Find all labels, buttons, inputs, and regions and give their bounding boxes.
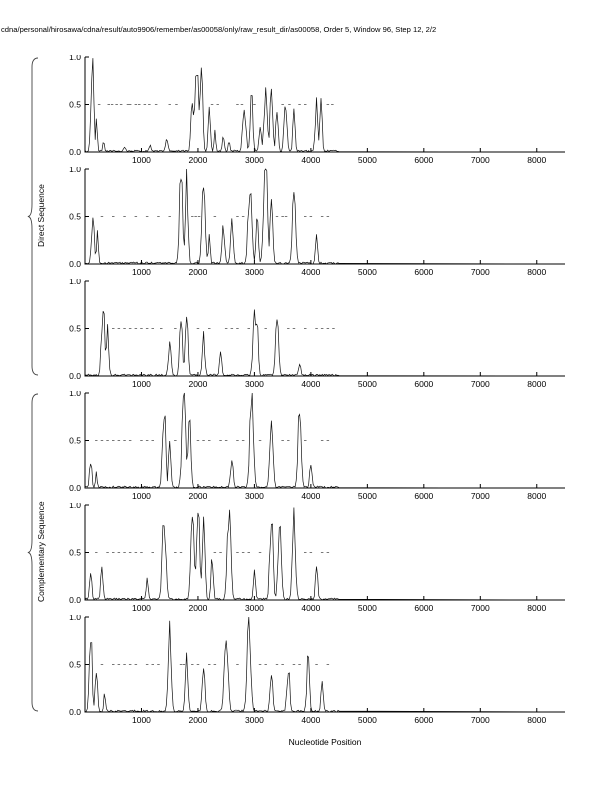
x-tick-label: 4000 xyxy=(301,603,320,613)
y-tick-label: 0.0 xyxy=(69,595,81,605)
x-tick-label: 3000 xyxy=(245,491,264,501)
x-tick-label: 6000 xyxy=(414,491,433,501)
x-tick-label: 8000 xyxy=(527,491,546,501)
y-tick-label: 1.0 xyxy=(69,167,81,174)
probability-trace xyxy=(84,616,566,713)
y-tick-label: 0.5 xyxy=(69,660,81,670)
x-tick-label: 6000 xyxy=(414,155,433,165)
x-tick-label: 2000 xyxy=(188,715,207,725)
x-tick-label: 3000 xyxy=(245,715,264,725)
y-tick-label: 0.5 xyxy=(69,212,81,222)
x-tick-label: 2000 xyxy=(188,379,207,389)
x-tick-label: 3000 xyxy=(245,155,264,165)
x-tick-label: 5000 xyxy=(358,603,377,613)
x-tick-label: 3000 xyxy=(245,267,264,277)
x-tick-label: 5000 xyxy=(358,491,377,501)
axes xyxy=(84,393,565,489)
y-tick-label: 1.0 xyxy=(69,55,81,62)
y-tick-label: 1.0 xyxy=(69,391,81,398)
x-tick-label: 4000 xyxy=(301,267,320,277)
x-tick-label: 1000 xyxy=(132,491,151,501)
x-tick-label: 8000 xyxy=(527,155,546,165)
figure-title: cdna/personal/hirosawa/cdna/result/auto9… xyxy=(1,25,437,34)
panel-direct-3: 0.0 0.5 1.0 1000 2000 3000 4000 5000 6000 7000 800… xyxy=(69,279,566,389)
x-tick-label: 8000 xyxy=(527,267,546,277)
x-tick-label: 7000 xyxy=(471,155,490,165)
x-tick-label: 5000 xyxy=(358,715,377,725)
x-tick-label: 1000 xyxy=(132,603,151,613)
y-tick-label: 0.0 xyxy=(69,147,81,157)
x-tick-label: 2000 xyxy=(188,267,207,277)
panel-direct-2: 0.0 0.5 1.0 1000 2000 3000 4000 5000 6000 7000 800… xyxy=(69,167,566,277)
complementary-sequence-label: Complementary Sequence xyxy=(36,501,46,602)
x-tick-label: 6000 xyxy=(414,379,433,389)
x-tick-label: 4000 xyxy=(301,715,320,725)
y-tick-label: 0.0 xyxy=(69,483,81,493)
x-tick-label: 1000 xyxy=(132,715,151,725)
x-tick-label: 4000 xyxy=(301,155,320,165)
x-tick-label: 5000 xyxy=(358,379,377,389)
x-tick-label: 1000 xyxy=(132,155,151,165)
x-tick-label: 7000 xyxy=(471,491,490,501)
y-tick-label: 1.0 xyxy=(69,279,81,286)
y-tick-label: 1.0 xyxy=(69,615,81,622)
x-tick-label: 5000 xyxy=(358,267,377,277)
probability-trace xyxy=(84,392,566,489)
x-tick-label: 2000 xyxy=(188,155,207,165)
probability-trace xyxy=(84,507,566,601)
y-tick-label: 0.5 xyxy=(69,436,81,446)
probability-trace xyxy=(84,58,566,153)
panel-complementary-1: 0.0 0.5 1.0 1000 2000 3000 4000 5000 6000 7000 800… xyxy=(69,391,566,501)
y-tick-label: 0.5 xyxy=(69,548,81,558)
axes xyxy=(84,281,565,377)
x-axis-label: Nucleotide Position xyxy=(288,737,362,747)
y-tick-label: 0.0 xyxy=(69,259,81,269)
x-tick-label: 8000 xyxy=(527,379,546,389)
x-tick-label: 3000 xyxy=(245,379,264,389)
x-tick-label: 1000 xyxy=(132,379,151,389)
x-tick-label: 8000 xyxy=(527,603,546,613)
x-tick-label: 6000 xyxy=(414,603,433,613)
panel-complementary-3: 0.0 0.5 1.0 1000 2000 3000 4000 5000 6000 7000 800… xyxy=(69,615,566,725)
direct-group-brace xyxy=(27,57,39,376)
x-tick-label: 7000 xyxy=(471,715,490,725)
x-tick-label: 3000 xyxy=(245,603,264,613)
x-tick-label: 5000 xyxy=(358,155,377,165)
y-tick-label: 0.0 xyxy=(69,707,81,717)
y-tick-label: 0.0 xyxy=(69,371,81,381)
y-tick-label: 0.5 xyxy=(69,324,81,334)
x-tick-label: 7000 xyxy=(471,379,490,389)
axes xyxy=(84,169,565,265)
probability-trace xyxy=(84,168,566,265)
x-tick-label: 6000 xyxy=(414,267,433,277)
panel-complementary-2: 0.0 0.5 1.0 1000 2000 3000 4000 5000 6000 7000 800… xyxy=(69,503,566,613)
x-tick-label: 2000 xyxy=(188,603,207,613)
x-tick-label: 7000 xyxy=(471,267,490,277)
x-tick-label: 7000 xyxy=(471,603,490,613)
panel-direct-1: 0.0 0.5 1.0 1000 2000 3000 4000 5000 6000 7000 800… xyxy=(69,55,566,165)
x-tick-label: 2000 xyxy=(188,491,207,501)
x-tick-label: 4000 xyxy=(301,379,320,389)
y-tick-label: 0.5 xyxy=(69,100,81,110)
x-tick-label: 4000 xyxy=(301,491,320,501)
axes xyxy=(84,617,565,713)
x-tick-label: 1000 xyxy=(132,267,151,277)
x-tick-label: 8000 xyxy=(527,715,546,725)
complementary-group-brace xyxy=(27,393,39,712)
axes xyxy=(84,505,565,601)
y-tick-label: 1.0 xyxy=(69,503,81,510)
probability-trace xyxy=(84,309,566,377)
x-tick-label: 6000 xyxy=(414,715,433,725)
direct-sequence-label: Direct Sequence xyxy=(36,184,46,247)
